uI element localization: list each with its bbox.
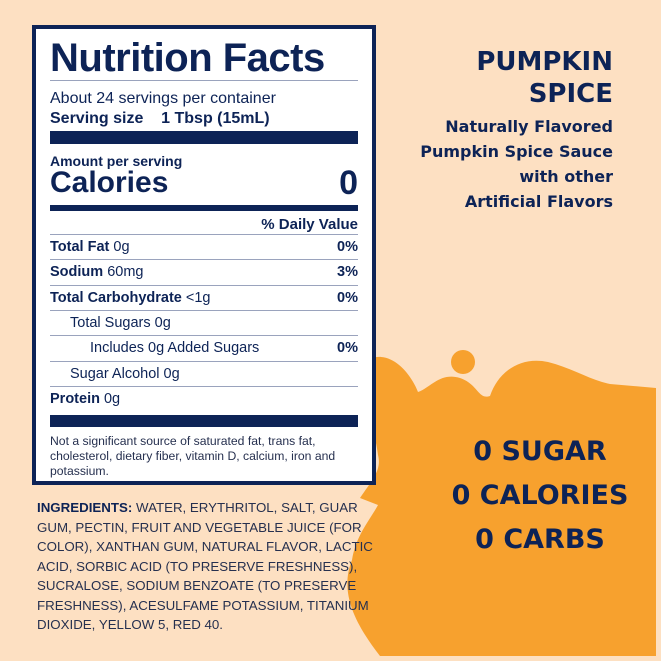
nutrient-amount: 0g xyxy=(113,239,130,255)
nutrient-row: Sodium 60mg 3% xyxy=(50,259,358,284)
nutrient-row: Total Fat 0g 0% xyxy=(50,234,358,259)
calories-value: 0 xyxy=(339,164,358,202)
footnote: Not a significant source of saturated fa… xyxy=(50,434,336,478)
nutrient-label: Total Fat xyxy=(50,239,110,255)
daily-value-header: % Daily Value xyxy=(261,216,358,233)
amount-per-serving: Amount per serving xyxy=(50,153,183,169)
nutrient-name: Total Fat 0g xyxy=(50,238,130,256)
nutrition-title: Nutrition Facts xyxy=(50,36,325,80)
nutrition-facts-label: Nutrition Facts About 24 servings per co… xyxy=(32,25,376,485)
product-name: PUMPKIN SPICE xyxy=(476,46,613,110)
claims: 0 SUGAR 0 CALORIES 0 CARBS xyxy=(440,430,640,562)
calories-row: Calories 0 xyxy=(50,165,358,201)
ingredients: INGREDIENTS: WATER, ERYTHRITOL, SALT, GU… xyxy=(37,498,387,635)
desc-line: Artificial Flavors xyxy=(464,192,613,211)
nutrient-name: Total Sugars 0g xyxy=(70,314,171,332)
nutrient-name: Sugar Alcohol 0g xyxy=(70,365,180,383)
serving-size-label: Serving size xyxy=(50,110,144,127)
nutrient-row: Total Carbohydrate <1g 0% xyxy=(50,284,358,310)
claim-sugar: 0 SUGAR xyxy=(473,436,607,467)
nutrient-rows: Total Fat 0g 0% Sodium 60mg 3% Total Carbohy… xyxy=(50,234,358,414)
nutrient-amount: Total Sugars 0g xyxy=(70,314,171,331)
splash-shape xyxy=(347,356,656,656)
nutrient-amount: 60mg xyxy=(107,264,144,281)
nutrient-row: Protein 0g xyxy=(50,385,358,411)
nutrient-row: Sugar Alcohol 0g xyxy=(50,360,358,386)
product-name-line2: SPICE xyxy=(528,79,613,109)
thick-divider-bottom xyxy=(50,415,358,427)
nutrient-amount: Includes 0g Added Sugars xyxy=(90,340,260,357)
nutrient-daily-value: 3% xyxy=(337,264,358,281)
nutrient-row: Total Sugars 0g xyxy=(50,309,358,335)
product-description: Naturally Flavored Pumpkin Spice Sauce w… xyxy=(420,114,613,214)
calories-label: Calories xyxy=(50,166,169,199)
nutrient-label: Sodium xyxy=(50,264,104,281)
nutrient-name: Protein 0g xyxy=(50,390,120,408)
nutrient-daily-value: 0% xyxy=(337,340,358,357)
claim-carbs: 0 CARBS xyxy=(475,524,605,555)
nutrient-amount: Sugar Alcohol 0g xyxy=(70,365,180,382)
serving-size: Serving size 1 Tbsp (15mL) xyxy=(50,110,358,128)
nutrient-name: Sodium 60mg xyxy=(50,263,143,281)
serving-size-value: 1 Tbsp (15mL) xyxy=(161,110,270,127)
nutrient-row: Includes 0g Added Sugars 0% xyxy=(50,335,358,360)
nutrient-name: Total Carbohydrate <1g xyxy=(50,289,211,307)
nutrient-label: Protein xyxy=(50,390,100,407)
splash-droplet xyxy=(451,350,475,374)
ingredients-label: INGREDIENTS: xyxy=(37,500,133,515)
thick-divider xyxy=(50,131,358,144)
nutrient-label: Total Carbohydrate xyxy=(50,289,182,306)
desc-line: Pumpkin Spice Sauce xyxy=(420,142,613,161)
nutrient-daily-value: 0% xyxy=(337,289,358,306)
medium-divider xyxy=(50,205,358,211)
desc-line: with other xyxy=(519,167,613,186)
nutrient-daily-value: 0% xyxy=(337,239,358,255)
product-name-line1: PUMPKIN xyxy=(476,47,613,77)
nutrient-amount: <1g xyxy=(185,289,211,306)
nutrient-amount: 0g xyxy=(103,390,121,407)
nutrient-name: Includes 0g Added Sugars xyxy=(90,339,259,357)
desc-line: Naturally Flavored xyxy=(445,117,613,136)
ingredients-text: WATER, ERYTHRITOL, SALT, GUAR GUM, PECTI… xyxy=(37,500,373,632)
servings-per-container: About 24 servings per container xyxy=(50,90,276,107)
divider xyxy=(50,80,358,81)
claim-calories: 0 CALORIES xyxy=(451,480,629,511)
